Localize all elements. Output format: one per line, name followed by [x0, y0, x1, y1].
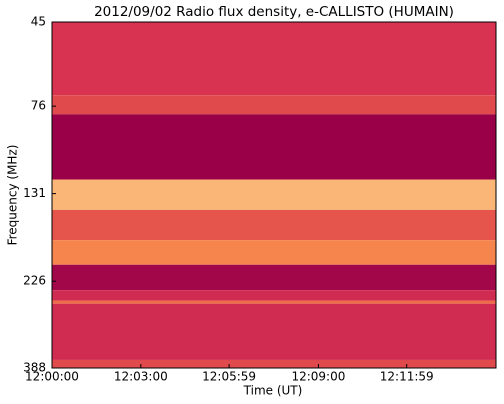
spectrum-band [52, 114, 496, 180]
y-axis-label: Frequency (MHz) [6, 145, 20, 246]
y-tick-label: 226 [23, 274, 46, 288]
spectrum-band [52, 240, 496, 265]
spectrum-band [52, 179, 496, 210]
x-axis-label: Time (UT) [243, 384, 303, 398]
spectrum-band [52, 300, 496, 304]
x-tick-label: 12:00:00 [25, 370, 79, 384]
chart-title: 2012/09/02 Radio flux density, e-CALLIST… [94, 4, 454, 20]
spectrum-band [52, 209, 496, 241]
spectrum-band [52, 95, 496, 115]
x-tick-label: 12:05:59 [202, 370, 256, 384]
y-tick-label: 131 [23, 186, 46, 200]
x-tick-label: 12:11:59 [380, 370, 434, 384]
spectrum-band [52, 264, 496, 291]
y-tick-label: 76 [31, 99, 46, 113]
x-tick-label: 12:03:00 [114, 370, 168, 384]
x-tick-label: 12:09:00 [291, 370, 345, 384]
plot-area [52, 22, 496, 368]
spectrum-band [52, 359, 496, 368]
y-tick-label: 45 [31, 15, 46, 29]
plot-frame [51, 21, 497, 369]
spectrum-band [52, 303, 496, 360]
spectrum-band [52, 22, 496, 96]
spectrum-band [52, 290, 496, 301]
y-tick-label: 388 [23, 361, 46, 375]
